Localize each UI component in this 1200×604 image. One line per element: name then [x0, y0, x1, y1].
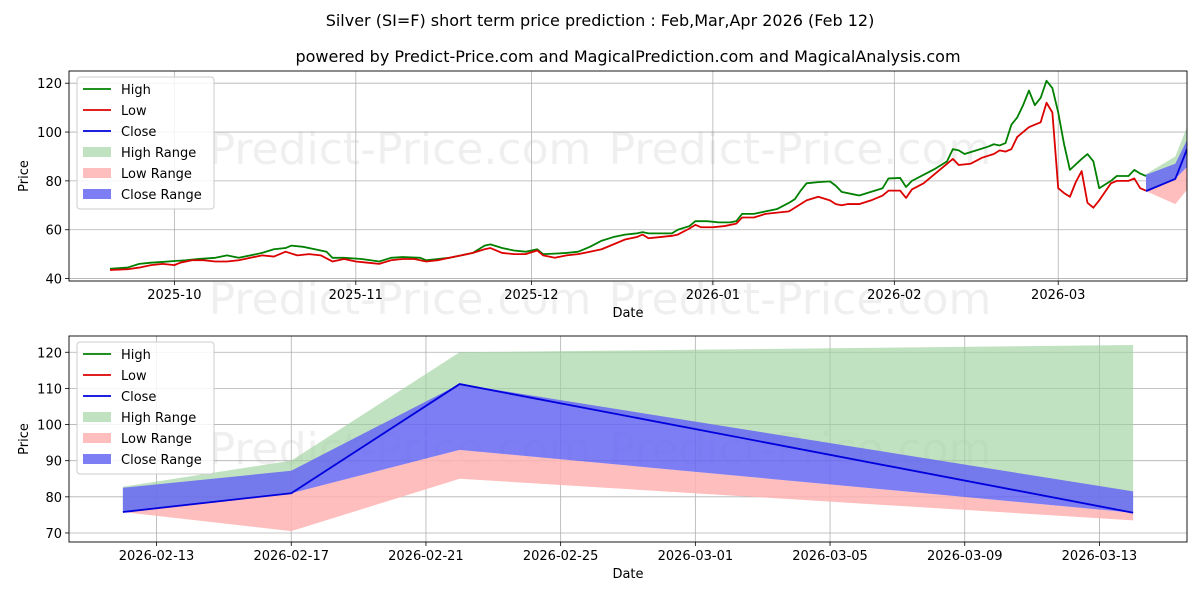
bottom-y-tick-label: 70 [45, 527, 62, 542]
bottom-x-tick-label: 2026-02-17 [253, 549, 329, 564]
bottom-panel: Predict-Price.comPredict-Price.com2026-0… [17, 335, 1188, 582]
top-low-line [109, 101, 1147, 271]
top-y-tick-label: 100 [37, 126, 62, 141]
top-x-tick-label: 2025-11 [329, 288, 383, 303]
bottom-y-tick-label: 110 [37, 382, 62, 397]
top-x-tick-label: 2026-03 [1031, 288, 1085, 303]
bottom-x-tick-label: 2026-03-01 [658, 549, 734, 564]
bottom-legend-swatch-high-range [83, 412, 111, 422]
top-legend-swatch-close-range [83, 189, 111, 199]
bottom-y-tick-label: 100 [37, 419, 62, 434]
bottom-x-tick-label: 2026-02-13 [119, 549, 195, 564]
top-close-line [1145, 146, 1187, 192]
chart-subtitle: powered by Predict-Price.com and Magical… [295, 47, 960, 66]
top-watermark: Predict-Price.com [209, 124, 592, 175]
bottom-legend-swatch-low-range [83, 433, 111, 443]
top-y-tick-label: 40 [45, 273, 62, 288]
top-legend-label: Close Range [121, 188, 202, 203]
top-watermark: Predict-Price.com [609, 124, 992, 175]
bottom-x-tick-label: 2026-03-09 [927, 549, 1003, 564]
bottom-x-tick-label: 2026-03-13 [1062, 549, 1138, 564]
bottom-legend-label: Close [121, 390, 156, 405]
top-legend-label: Low [121, 104, 147, 119]
bottom-legend-label: Low [121, 369, 147, 384]
top-panel: Predict-Price.com Predict-Price.com Predic… [17, 70, 1188, 325]
top-close-range-area [1146, 140, 1187, 192]
top-x-axis-label: Date [612, 306, 643, 321]
bottom-legend-swatch-close-range [83, 454, 111, 464]
bottom-y-tick-label: 80 [45, 491, 62, 506]
top-y-tick-label: 80 [45, 175, 62, 190]
top-x-tick-label: 2025-10 [147, 288, 201, 303]
bottom-legend-label: High [121, 348, 151, 363]
top-high-line [109, 79, 1147, 270]
top-plot-area [109, 79, 1187, 271]
bottom-legend-label: Close Range [121, 453, 202, 468]
bottom-legend-label: Low Range [121, 432, 192, 447]
top-legend-swatch-low-range [83, 168, 111, 178]
bottom-x-tick-label: 2026-02-25 [523, 549, 599, 564]
bottom-low-range-area [122, 449, 1134, 532]
top-y-tick-label: 120 [37, 77, 62, 92]
top-low-range-area [1146, 167, 1187, 205]
top-legend-label: High [121, 83, 151, 98]
bottom-y-axis-label: Price [17, 423, 32, 455]
bottom-y-tick-label: 120 [37, 346, 62, 361]
bottom-x-tick-label: 2026-02-21 [388, 549, 464, 564]
top-legend [76, 76, 215, 210]
top-legend-label: High Range [121, 146, 196, 161]
bottom-x-tick-label: 2026-03-05 [792, 549, 868, 564]
bottom-x-axis-label: Date [612, 567, 643, 582]
top-legend-swatch-high-range [83, 147, 111, 157]
top-legend-label: Close [121, 125, 156, 140]
bottom-axes-frame [68, 335, 1188, 543]
top-legend-label: Low Range [121, 167, 192, 182]
bottom-legend [76, 341, 215, 475]
bottom-close-range-area [122, 384, 1134, 513]
top-watermark: Predict-Price.com [609, 274, 992, 325]
bottom-y-tick-label: 90 [45, 455, 62, 470]
top-y-tick-label: 60 [45, 224, 62, 239]
top-x-tick-label: 2026-01 [686, 288, 740, 303]
bottom-legend-label: High Range [121, 411, 196, 426]
top-x-tick-label: 2026-02 [867, 288, 921, 303]
top-axes-frame [68, 70, 1188, 282]
chart-title: Silver (SI=F) short term price predictio… [326, 11, 875, 30]
top-watermark: Predict-Price.com [209, 274, 592, 325]
top-y-axis-label: Price [17, 160, 32, 192]
bottom-high-range-area [122, 345, 1134, 513]
bottom-plot-area [122, 345, 1134, 532]
bottom-close-line [122, 383, 1134, 514]
top-x-tick-label: 2025-12 [504, 288, 558, 303]
